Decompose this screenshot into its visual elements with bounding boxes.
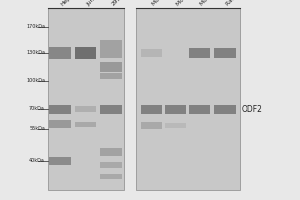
Bar <box>141 104 162 114</box>
Bar <box>100 148 122 156</box>
Bar <box>75 47 96 58</box>
Bar <box>49 120 71 128</box>
Text: 40kDa: 40kDa <box>29 158 45 164</box>
Bar <box>214 48 236 58</box>
Text: HepG2: HepG2 <box>60 0 78 7</box>
Text: 293T: 293T <box>111 0 125 7</box>
Text: 100kDa: 100kDa <box>26 78 45 84</box>
Bar <box>189 48 210 58</box>
Text: 70kDa: 70kDa <box>29 106 45 112</box>
Bar <box>165 123 186 128</box>
Bar <box>100 104 122 114</box>
Text: Jurkat: Jurkat <box>85 0 101 7</box>
Text: Mouse testis: Mouse testis <box>200 0 230 7</box>
Bar <box>75 106 96 112</box>
Bar <box>49 104 71 114</box>
Text: 55kDa: 55kDa <box>29 127 45 132</box>
Text: Mouse lung: Mouse lung <box>176 0 203 7</box>
Bar <box>49 47 71 58</box>
Text: 170kDa: 170kDa <box>26 24 45 29</box>
Bar <box>214 104 236 114</box>
Bar <box>48 8 124 190</box>
Text: 130kDa: 130kDa <box>26 50 45 55</box>
Bar <box>189 104 210 114</box>
Bar <box>141 49 162 57</box>
Bar <box>136 8 240 190</box>
Bar <box>141 121 162 129</box>
Bar <box>100 174 122 179</box>
Bar <box>49 157 71 165</box>
Text: Mouse brain: Mouse brain <box>152 0 181 7</box>
Bar <box>165 104 186 114</box>
Text: Rat testis: Rat testis <box>225 0 248 7</box>
Text: ODF2: ODF2 <box>242 104 262 114</box>
Bar <box>100 162 122 168</box>
Bar <box>100 62 122 72</box>
Bar <box>100 73 122 79</box>
Bar <box>75 122 96 127</box>
Bar <box>100 40 122 58</box>
